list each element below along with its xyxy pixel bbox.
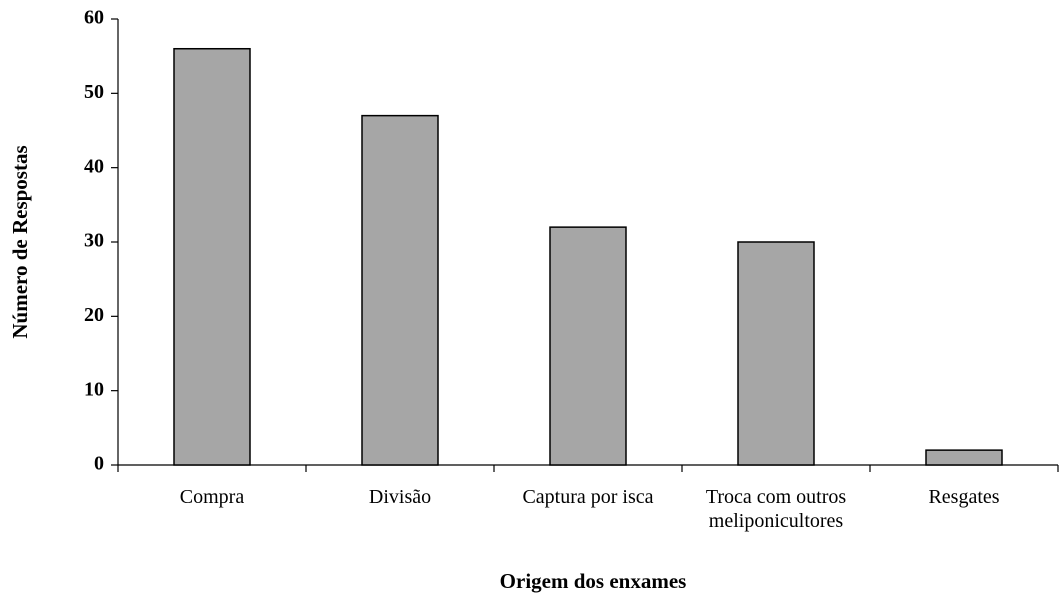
y-tick-label: 0	[94, 453, 104, 475]
y-tick-label: 60	[84, 7, 104, 29]
y-tick-label: 50	[84, 81, 104, 103]
y-axis-label: Número de Respostas	[8, 145, 32, 338]
bar	[549, 226, 627, 466]
x-tick-label: Resgates	[928, 486, 1000, 508]
bar	[173, 47, 251, 466]
x-tick-label: Divisão	[368, 486, 432, 508]
x-tick-label: Captura por isca	[522, 486, 654, 508]
y-tick-label: 40	[84, 155, 104, 177]
y-tick-label: 20	[84, 304, 104, 326]
x-axis-label: Origem dos enxames	[500, 569, 687, 593]
y-tick-label: 30	[84, 230, 104, 252]
x-tick-label: Troca com outros meliponicultores	[705, 486, 847, 532]
bar	[737, 241, 815, 466]
bar	[925, 449, 1003, 466]
x-tick-label: Compra	[179, 486, 245, 508]
y-tick-label: 10	[84, 378, 104, 400]
bar	[361, 114, 439, 466]
